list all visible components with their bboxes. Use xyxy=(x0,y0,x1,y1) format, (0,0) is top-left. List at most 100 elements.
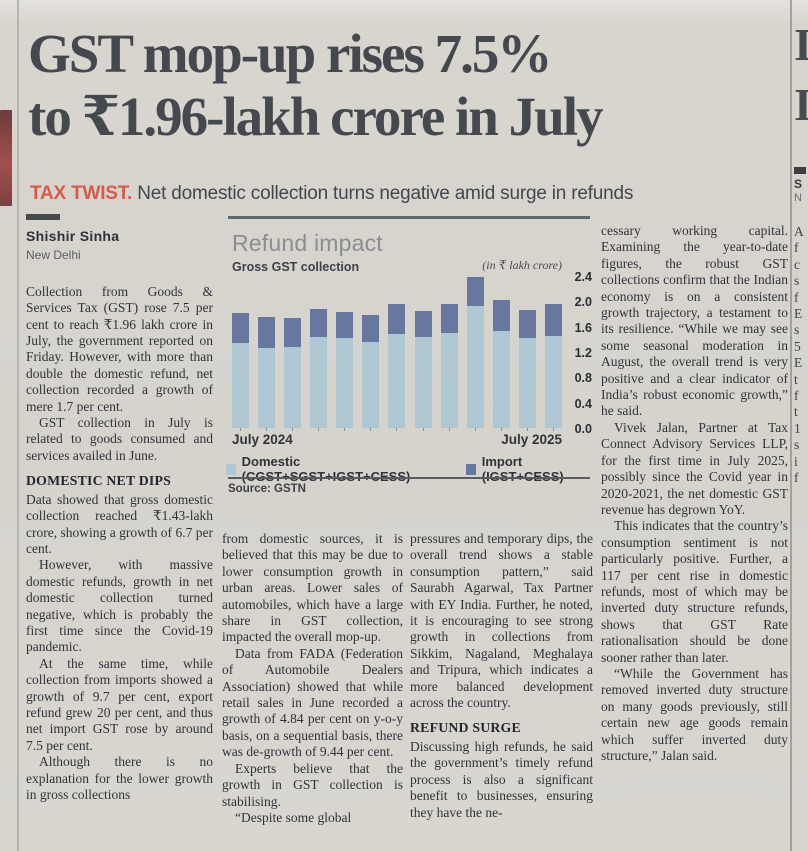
paragraph: GST collection in July is related to goo… xyxy=(26,415,213,463)
import-swatch-icon xyxy=(466,463,476,475)
domestic-segment xyxy=(544,335,562,428)
headline-line2: to ₹1.96-lakh crore in July xyxy=(28,86,604,147)
y-tick-label: 2.4 xyxy=(574,270,592,284)
domestic-segment xyxy=(232,343,249,428)
domestic-segment xyxy=(310,337,328,428)
article-column-1: Shishir Sinha New Delhi Collection from … xyxy=(26,214,213,803)
domestic-segment xyxy=(336,338,354,428)
article-column-2: from domestic sources, it is believed th… xyxy=(222,531,403,826)
y-tick-label: 0.8 xyxy=(574,371,592,386)
left-edge-red-graphic xyxy=(0,110,12,206)
domestic-segment xyxy=(284,346,302,428)
section-heading: DOMESTIC NET DIPS xyxy=(26,473,171,489)
chart-title: Refund impact xyxy=(232,230,383,256)
domestic-segment xyxy=(388,334,406,428)
import-segment xyxy=(440,303,458,333)
edge-text-fragments: A f c s f E s 5 E t f t 1 s i f xyxy=(794,224,804,486)
import-segment xyxy=(310,308,328,338)
y-tick-label: 1.2 xyxy=(574,346,592,360)
page-fold-line-left xyxy=(17,0,19,851)
import-segment xyxy=(258,316,276,349)
chart-bar xyxy=(518,310,536,428)
edge-location-fragment: N xyxy=(794,192,802,204)
import-segment xyxy=(336,312,354,339)
chart-bar xyxy=(440,303,458,428)
chart-yaxis: 0.0 0.4 0.8 1.2 1.6 2.0 2.4 xyxy=(568,270,592,436)
chart-x-ticks xyxy=(232,428,562,431)
paragraph: “Despite some global xyxy=(235,809,352,825)
y-tick-label: 1.6 xyxy=(574,320,592,335)
chart-bar xyxy=(362,315,380,428)
paragraph: Discussing high refunds, he said the gov… xyxy=(410,738,593,820)
x-label-start: July 2024 xyxy=(232,432,293,447)
y-tick-label: 0.4 xyxy=(574,396,592,411)
domestic-swatch-icon xyxy=(226,463,236,475)
chart-bar xyxy=(466,276,484,428)
import-segment xyxy=(544,303,562,336)
import-segment xyxy=(466,276,484,306)
byline-marker xyxy=(26,214,60,220)
chart-bar xyxy=(336,312,354,428)
legend-label-import: Import (IGST+CESS) xyxy=(481,454,564,484)
domestic-segment xyxy=(440,333,458,428)
edge-byline-marker xyxy=(794,167,806,174)
adjacent-article-edge: I I S N A f c s f E s 5 E t f t 1 s i f xyxy=(794,0,808,851)
chart-bar xyxy=(232,312,249,428)
y-tick-label: 0.0 xyxy=(574,422,592,436)
chart-bar xyxy=(310,308,328,428)
chart-top-rule xyxy=(228,216,590,219)
chart-unit-label: (in ₹ lakh crore) xyxy=(482,258,562,272)
domestic-segment xyxy=(258,348,276,428)
paragraph: pressures and temporary dips, the overal… xyxy=(410,531,593,711)
domestic-segment xyxy=(492,331,510,428)
paragraph: “While the Government has removed invert… xyxy=(601,665,788,763)
article-column-3: pressures and temporary dips, the overal… xyxy=(410,531,593,821)
edge-headline-fragment: I xyxy=(794,79,808,130)
paragraph: At the same time, while collection from … xyxy=(26,655,213,753)
domestic-segment xyxy=(466,305,484,428)
headline-line1: GST mop-up rises 7.5% xyxy=(28,23,552,84)
domestic-segment xyxy=(414,337,432,428)
paragraph: Data showed that gross domestic collecti… xyxy=(26,491,213,556)
edge-byline-fragment: S xyxy=(794,177,803,191)
chart-plot xyxy=(232,276,562,428)
import-segment xyxy=(518,310,536,339)
import-segment xyxy=(284,318,302,347)
import-segment xyxy=(492,300,510,332)
import-segment xyxy=(414,310,432,338)
refund-impact-chart: Refund impact Gross GST collection (in ₹… xyxy=(226,216,592,504)
chart-source: Source: GSTN xyxy=(228,483,306,495)
chart-bar xyxy=(492,300,510,428)
headline: GST mop-up rises 7.5% to ₹1.96-lakh cror… xyxy=(28,22,768,148)
byline-author: Shishir Sinha xyxy=(26,228,120,244)
article-column-4: cessary working capital. Examining the y… xyxy=(601,223,788,764)
chart-bar xyxy=(258,316,276,428)
chart-source-rule xyxy=(228,477,590,479)
chart-legend: Domestic (CGST+SGST+IGST+CESS) Import (I… xyxy=(226,454,592,484)
import-segment xyxy=(232,312,249,344)
kicker-subtitle: Net domestic collection turns negative a… xyxy=(132,183,634,204)
legend-label-domestic: Domestic (CGST+SGST+IGST+CESS) xyxy=(241,454,411,484)
paragraph: Collection from Goods & Services Tax (GS… xyxy=(26,283,213,414)
legend-item-import: Import (IGST+CESS) xyxy=(466,454,592,484)
chart-subtitle: Gross GST collection xyxy=(232,260,360,274)
byline-location: New Delhi xyxy=(26,248,81,263)
edge-headline-fragment: I xyxy=(794,19,808,70)
chart-x-labels: July 2024 July 2025 xyxy=(232,432,562,447)
paragraph: However, with massive domestic refunds, … xyxy=(26,557,213,655)
paragraph: This indicates that the country’s consum… xyxy=(601,518,788,665)
paragraph: Vivek Jalan, Partner at Tax Connect Advi… xyxy=(601,419,788,517)
chart-bar xyxy=(284,318,302,428)
paragraph: Data from FADA (Federation of Automobile… xyxy=(222,645,403,760)
domestic-segment xyxy=(518,338,536,428)
chart-bar xyxy=(388,303,406,428)
x-label-end: July 2025 xyxy=(501,432,562,447)
kicker-tag: TAX TWIST. xyxy=(30,183,133,204)
legend-item-domestic: Domestic (CGST+SGST+IGST+CESS) xyxy=(226,454,444,484)
paragraph: Although there is no explanation for the… xyxy=(26,754,213,802)
domestic-segment xyxy=(362,341,380,428)
chart-bar xyxy=(544,303,562,428)
import-segment xyxy=(388,303,406,335)
section-heading: REFUND SURGE xyxy=(410,720,521,736)
